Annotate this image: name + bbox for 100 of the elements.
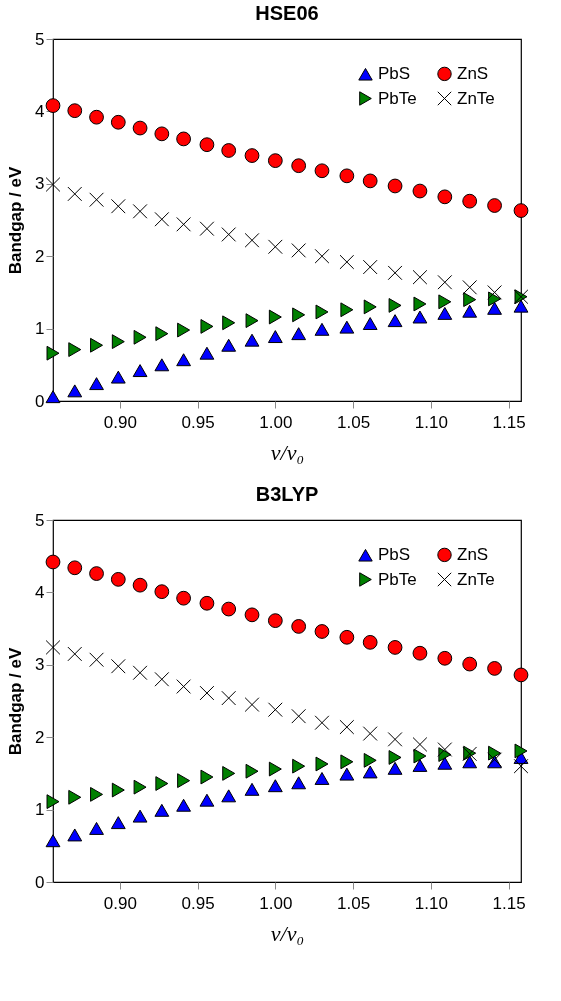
point (487, 285, 502, 300)
legend-label: PbS (378, 545, 411, 565)
point (89, 377, 104, 391)
point (245, 763, 259, 779)
y-tick-label: 3 (35, 655, 45, 675)
point (462, 193, 478, 209)
point (67, 828, 83, 842)
point (387, 640, 403, 655)
point (387, 761, 403, 775)
point (268, 761, 282, 777)
point (176, 798, 191, 812)
point (221, 227, 237, 242)
point (199, 346, 215, 360)
point (487, 301, 502, 315)
point (244, 232, 260, 248)
point (463, 292, 477, 308)
point (314, 772, 330, 785)
x-tick-label: 0.90 (103, 412, 137, 432)
point (268, 309, 282, 325)
y-tick-label: 4 (35, 582, 45, 602)
point (438, 294, 452, 310)
point (487, 198, 502, 213)
point (176, 590, 191, 606)
point (339, 719, 355, 735)
point (110, 114, 126, 130)
x-tick-label: 0.95 (181, 893, 215, 913)
point (132, 665, 148, 681)
x-tick-label: 0.95 (181, 412, 215, 432)
point (267, 779, 283, 793)
point (339, 254, 355, 270)
point (412, 645, 428, 661)
point (200, 319, 214, 334)
point (176, 216, 191, 232)
point (154, 358, 170, 372)
point (291, 619, 307, 634)
point (45, 98, 61, 113)
x-tick-label: 1.15 (492, 412, 526, 432)
point (412, 269, 428, 285)
point (291, 243, 307, 258)
point (133, 779, 147, 795)
point (221, 601, 237, 617)
point (514, 743, 528, 759)
point (513, 203, 529, 218)
point (245, 313, 259, 329)
point (89, 652, 104, 668)
point (154, 126, 170, 142)
point (132, 203, 148, 219)
y-tick-label: 0 (35, 391, 45, 411)
legend-label: ZnS (457, 63, 489, 83)
y-tick-label: 3 (35, 174, 45, 194)
legend-label: PbS (378, 64, 411, 84)
legend-label: PbTe (378, 569, 417, 589)
point (132, 364, 148, 378)
x-tick-label: 1.00 (259, 893, 293, 913)
point (292, 758, 306, 774)
point (412, 737, 428, 752)
point (199, 685, 215, 701)
point (340, 302, 354, 318)
point (221, 690, 237, 706)
point (154, 584, 170, 600)
point (110, 816, 126, 830)
point (314, 715, 330, 731)
point (362, 765, 378, 779)
point (387, 731, 403, 747)
point (314, 248, 330, 264)
point (133, 329, 147, 345)
x-tick-label: 1.15 (492, 893, 526, 913)
point (111, 782, 125, 798)
y-tick-label: 0 (35, 872, 45, 892)
point (513, 667, 529, 683)
point (176, 131, 191, 147)
point (67, 384, 83, 398)
point (363, 752, 377, 768)
x-axis-title: v/v₀ (270, 439, 305, 465)
legend-label: PbTe (378, 88, 417, 108)
point (45, 834, 61, 848)
legend-label: ZnTe (457, 569, 495, 589)
point (462, 656, 478, 672)
point (67, 560, 83, 576)
point (362, 317, 378, 330)
point (45, 177, 61, 192)
point (388, 750, 402, 765)
point (110, 658, 126, 674)
point (176, 679, 191, 694)
point (244, 148, 260, 163)
point (412, 758, 428, 772)
point (267, 239, 283, 255)
point (314, 624, 330, 639)
point (314, 322, 330, 336)
point (339, 320, 355, 334)
point (46, 794, 60, 810)
point (291, 776, 307, 790)
point (462, 304, 478, 318)
point (45, 640, 61, 655)
point (362, 726, 378, 741)
point (132, 577, 148, 593)
point (244, 607, 260, 623)
y-tick-label: 5 (35, 510, 45, 530)
point (315, 304, 329, 320)
x-tick-label: 0.90 (103, 893, 137, 913)
